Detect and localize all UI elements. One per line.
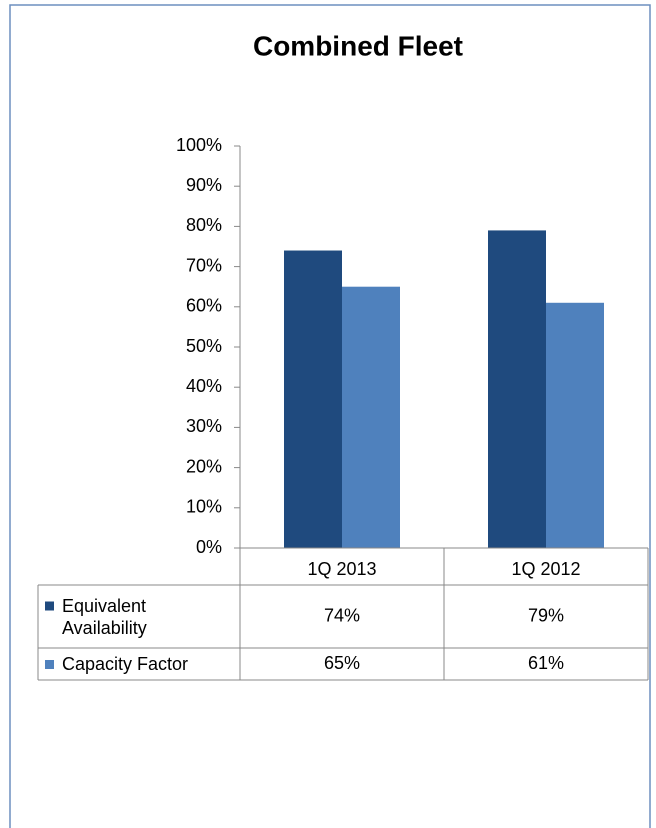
legend-marker (45, 660, 54, 669)
y-tick-label: 0% (196, 537, 222, 557)
legend-label: Equivalent Availability (62, 595, 147, 638)
legend-label: Capacity Factor (62, 654, 189, 674)
bar (342, 286, 400, 548)
y-tick-label: 60% (186, 296, 222, 316)
y-tick-label: 20% (186, 456, 222, 476)
y-tick-label: 70% (186, 255, 222, 275)
bar (546, 302, 604, 548)
y-tick-label: 40% (186, 376, 222, 396)
bar (284, 250, 342, 548)
table-value: 65% (324, 653, 360, 673)
table-value: 79% (528, 605, 564, 625)
bar (488, 230, 546, 549)
table-value: 74% (324, 605, 360, 625)
table-value: 61% (528, 653, 564, 673)
y-tick-label: 100% (176, 135, 222, 155)
legend-marker (45, 601, 54, 611)
chart-title: Combined Fleet (253, 30, 463, 61)
y-tick-label: 10% (186, 497, 222, 517)
y-tick-label: 90% (186, 175, 222, 195)
x-tick-label: 1Q 2013 (307, 559, 376, 579)
y-tick-label: 30% (186, 416, 222, 436)
x-tick-label: 1Q 2012 (511, 559, 580, 579)
y-tick-label: 50% (186, 336, 222, 356)
y-tick-label: 80% (186, 215, 222, 235)
